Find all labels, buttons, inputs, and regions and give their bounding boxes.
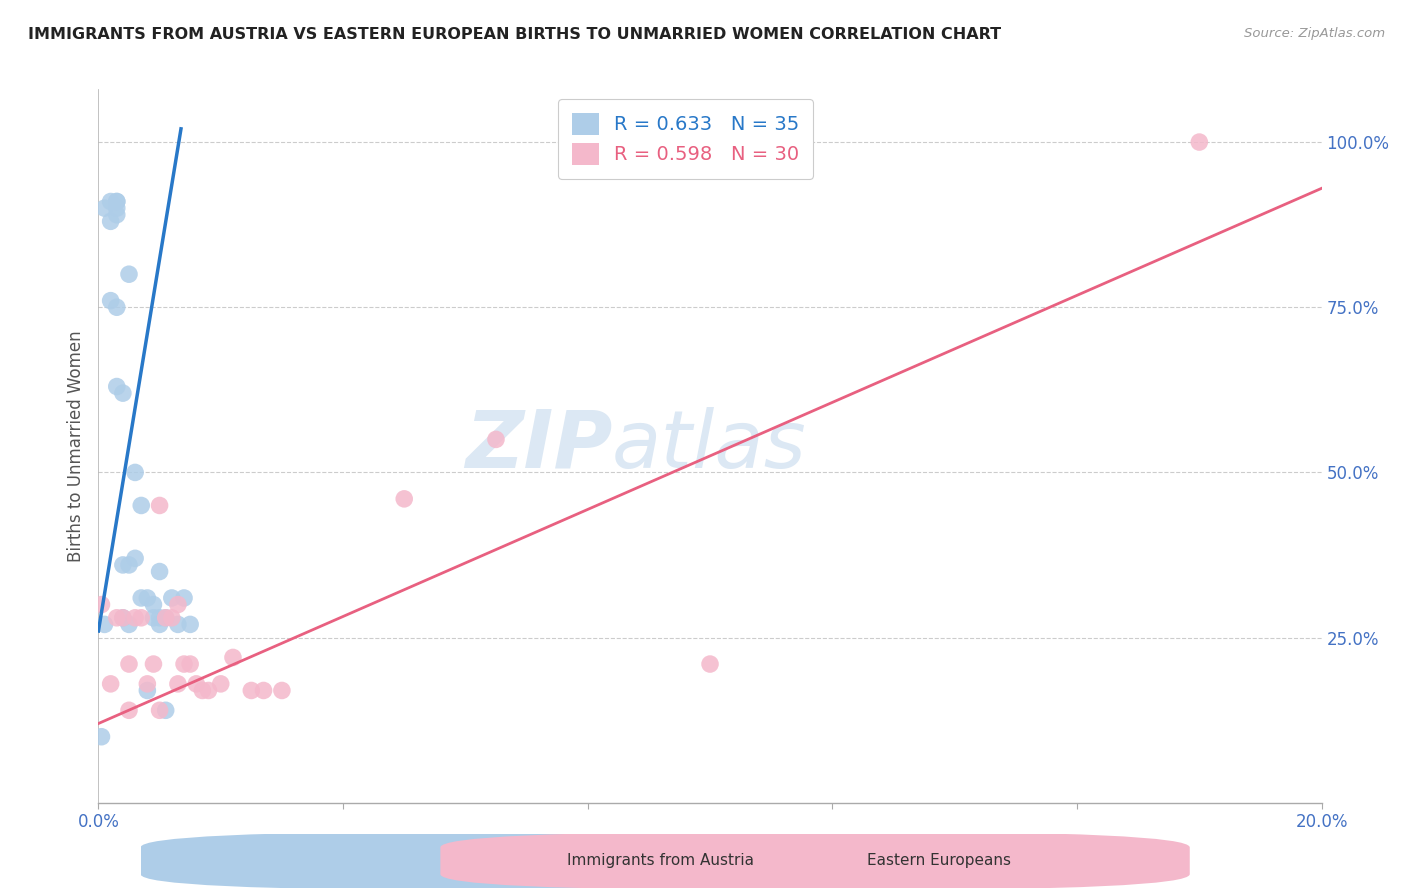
Text: atlas: atlas — [612, 407, 807, 485]
Point — [155, 703, 177, 717]
Point — [186, 677, 208, 691]
Y-axis label: Births to Unmarried Women: Births to Unmarried Women — [66, 330, 84, 562]
Point — [149, 565, 172, 579]
Point — [118, 703, 141, 717]
Point — [155, 611, 177, 625]
Point — [142, 598, 165, 612]
Point — [160, 591, 183, 605]
Point — [149, 617, 172, 632]
Point — [118, 558, 141, 572]
Point — [179, 617, 201, 632]
Point — [124, 466, 146, 480]
Text: Eastern Europeans: Eastern Europeans — [868, 854, 1011, 868]
Point — [173, 657, 195, 671]
Point — [105, 194, 128, 209]
Point — [105, 379, 128, 393]
Point — [149, 499, 172, 513]
Point — [136, 683, 159, 698]
Point — [252, 683, 274, 698]
Point — [699, 657, 721, 671]
Text: Source: ZipAtlas.com: Source: ZipAtlas.com — [1244, 27, 1385, 40]
Point — [105, 208, 128, 222]
Point — [167, 677, 190, 691]
Point — [111, 386, 134, 401]
Point — [100, 214, 122, 228]
Point — [100, 293, 122, 308]
FancyBboxPatch shape — [440, 831, 1189, 890]
Point — [209, 677, 232, 691]
Point — [167, 598, 190, 612]
Point — [160, 611, 183, 625]
Point — [90, 730, 112, 744]
Text: Immigrants from Austria: Immigrants from Austria — [567, 854, 754, 868]
Point — [105, 194, 128, 209]
Point — [105, 611, 128, 625]
Legend: R = 0.633   N = 35, R = 0.598   N = 30: R = 0.633 N = 35, R = 0.598 N = 30 — [558, 99, 813, 178]
Point — [155, 611, 177, 625]
Point — [129, 591, 152, 605]
Point — [240, 683, 263, 698]
Point — [93, 617, 115, 632]
Point — [129, 611, 152, 625]
FancyBboxPatch shape — [141, 831, 890, 890]
Point — [100, 677, 122, 691]
Text: ZIP: ZIP — [465, 407, 612, 485]
Point — [392, 491, 416, 506]
Point — [222, 650, 245, 665]
Point — [105, 300, 128, 314]
Point — [167, 617, 190, 632]
Point — [149, 703, 172, 717]
Point — [105, 201, 128, 215]
Point — [149, 611, 172, 625]
Point — [142, 611, 165, 625]
Point — [1188, 135, 1211, 149]
Point — [111, 558, 134, 572]
Point — [173, 591, 195, 605]
Point — [118, 617, 141, 632]
Point — [111, 611, 134, 625]
Point — [118, 657, 141, 671]
Point — [485, 433, 508, 447]
Point — [270, 683, 292, 698]
Point — [100, 194, 122, 209]
Point — [179, 657, 201, 671]
Point — [90, 598, 112, 612]
Point — [129, 499, 152, 513]
Point — [124, 611, 146, 625]
Point — [136, 591, 159, 605]
Text: IMMIGRANTS FROM AUSTRIA VS EASTERN EUROPEAN BIRTHS TO UNMARRIED WOMEN CORRELATIO: IMMIGRANTS FROM AUSTRIA VS EASTERN EUROP… — [28, 27, 1001, 42]
Point — [142, 657, 165, 671]
Point — [136, 677, 159, 691]
Point — [191, 683, 214, 698]
Point — [111, 611, 134, 625]
Point — [124, 551, 146, 566]
Point — [197, 683, 219, 698]
Point — [93, 201, 115, 215]
Point — [118, 267, 141, 281]
